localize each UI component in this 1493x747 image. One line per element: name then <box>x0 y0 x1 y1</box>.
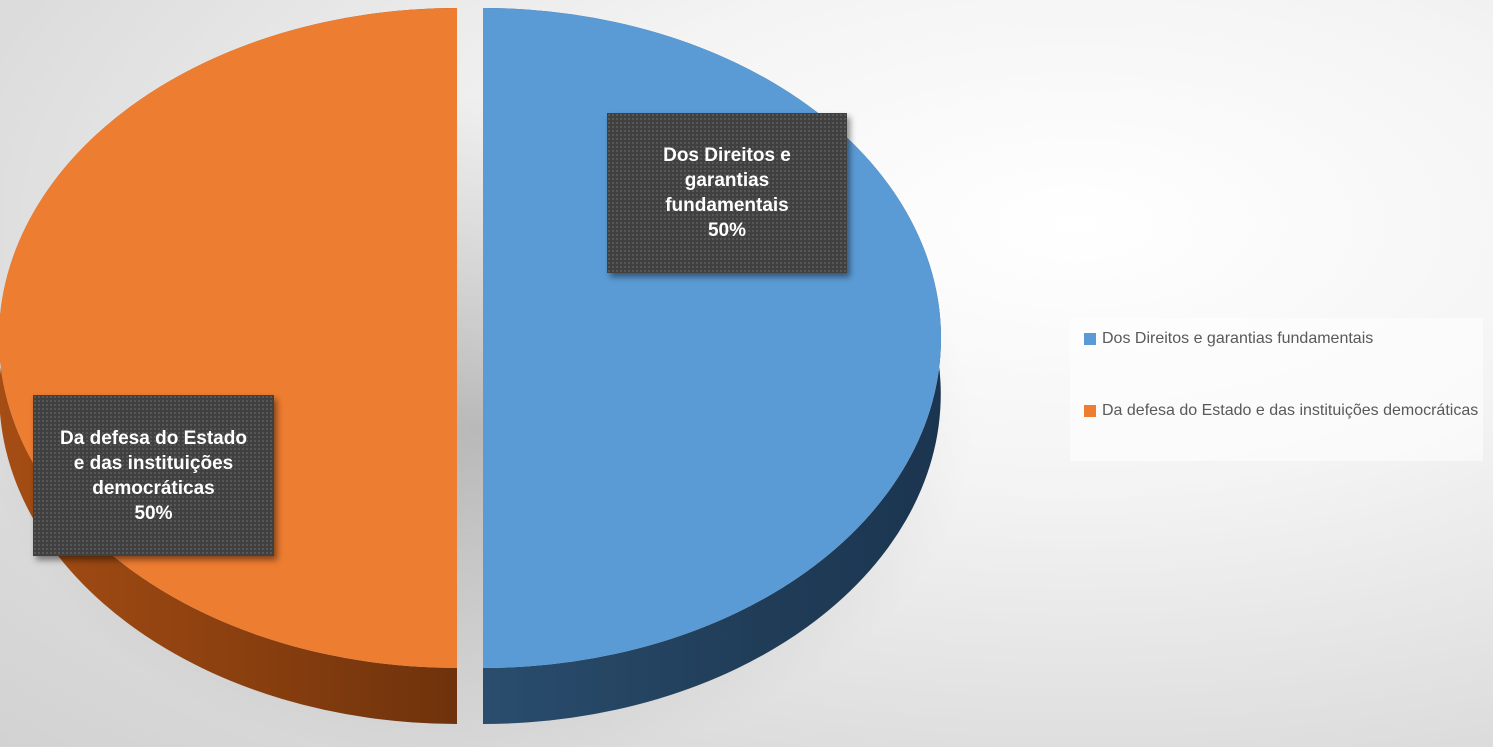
legend-label-direitos: Dos Direitos e garantias fundamentais <box>1102 330 1374 347</box>
pie-slice-defesa <box>0 8 457 724</box>
data-label-defesa: Da defesa do Estado e das instituições d… <box>33 395 274 556</box>
data-label-direitos: Dos Direitos e garantias fundamentais 50… <box>607 113 847 273</box>
chart-legend: Dos Direitos e garantias fundamentais Da… <box>1070 318 1483 461</box>
data-label-defesa-line-3: democráticas <box>92 477 215 499</box>
data-label-defesa-line-1: Da defesa do Estado <box>60 427 247 449</box>
legend-swatch-defesa <box>1084 405 1096 417</box>
data-label-defesa-percent: 50% <box>134 502 173 524</box>
data-label-defesa-line-2: e das instituições <box>73 452 234 474</box>
legend-label-defesa: Da defesa do Estado e das instituições d… <box>1102 402 1479 419</box>
legend-item-direitos: Dos Direitos e garantias fundamentais <box>1084 329 1482 349</box>
data-label-direitos-percent: 50% <box>707 220 747 241</box>
data-label-direitos-line-2: garantias <box>684 170 770 191</box>
legend-swatch-direitos <box>1084 333 1096 345</box>
legend-item-defesa: Da defesa do Estado e das instituições d… <box>1084 401 1482 421</box>
data-label-direitos-line-3: fundamentais <box>665 195 789 216</box>
data-label-direitos-line-1: Dos Direitos e <box>663 145 791 166</box>
